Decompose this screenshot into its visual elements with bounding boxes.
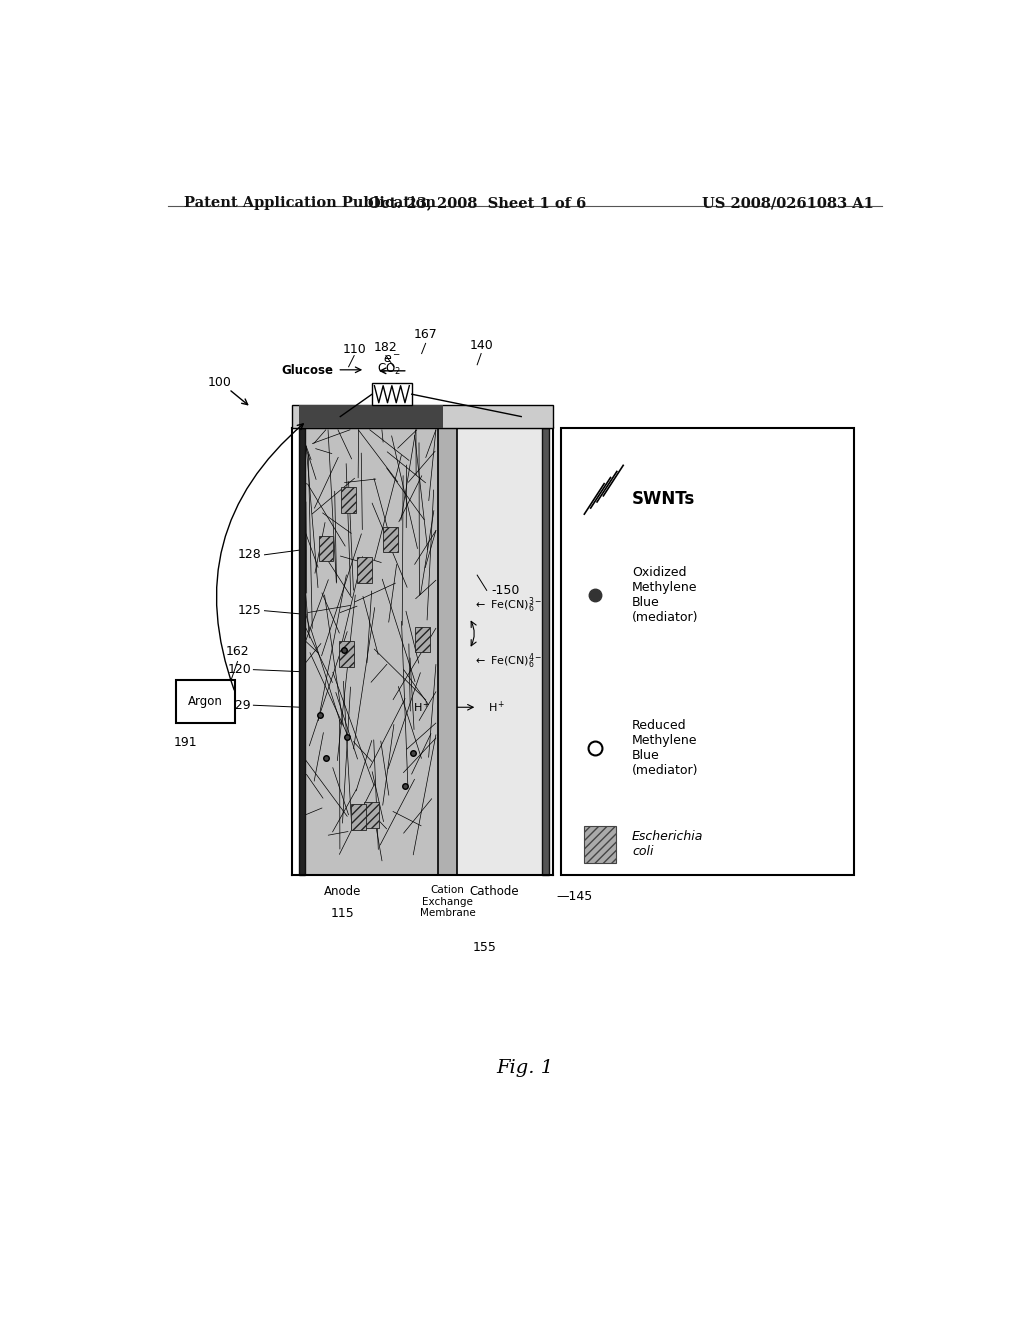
- Bar: [458, 428, 549, 875]
- Bar: [437, 428, 458, 875]
- Text: $\leftarrow$ Fe(CN)$_6^{3-}$: $\leftarrow$ Fe(CN)$_6^{3-}$: [473, 595, 543, 615]
- Bar: [299, 428, 437, 875]
- Text: 128: 128: [238, 548, 261, 561]
- Bar: [585, 826, 616, 863]
- Bar: [372, 383, 412, 405]
- Text: Reduced
Methylene
Blue
(mediator): Reduced Methylene Blue (mediator): [632, 719, 698, 777]
- Text: H$^+$: H$^+$: [413, 700, 430, 715]
- Text: 182: 182: [374, 341, 397, 354]
- Text: 129: 129: [227, 698, 251, 711]
- Bar: [292, 405, 553, 428]
- Text: Oxidized
Methylene
Blue
(mediator): Oxidized Methylene Blue (mediator): [632, 566, 698, 624]
- Text: $\leftarrow$ Fe(CN)$_6^{4-}$: $\leftarrow$ Fe(CN)$_6^{4-}$: [473, 652, 543, 672]
- Text: Fig. 1: Fig. 1: [497, 1059, 553, 1077]
- Text: 162: 162: [225, 645, 249, 657]
- Text: $e^-$: $e^-$: [383, 352, 401, 366]
- Bar: [299, 428, 305, 875]
- Text: Glucose: Glucose: [282, 364, 334, 378]
- Text: CO$_2$: CO$_2$: [377, 362, 401, 378]
- Text: Escherichia
coli: Escherichia coli: [632, 830, 703, 858]
- Text: —145: —145: [557, 890, 593, 903]
- Bar: [339, 642, 353, 667]
- Text: Cathode: Cathode: [469, 886, 519, 898]
- Text: Cation
Exchange
Membrane: Cation Exchange Membrane: [420, 886, 475, 919]
- Text: US 2008/0261083 A1: US 2008/0261083 A1: [702, 195, 873, 210]
- Text: 125: 125: [238, 605, 261, 618]
- Bar: [560, 428, 854, 875]
- Text: 191: 191: [174, 735, 198, 748]
- Text: 167: 167: [414, 329, 437, 342]
- Text: Patent Application Publication: Patent Application Publication: [183, 195, 435, 210]
- Text: Anode: Anode: [324, 886, 360, 898]
- Bar: [357, 557, 372, 582]
- Bar: [318, 536, 333, 561]
- Bar: [176, 680, 236, 722]
- Bar: [383, 527, 397, 552]
- Text: 140: 140: [469, 338, 493, 351]
- Text: 100: 100: [207, 375, 231, 388]
- Text: Argon: Argon: [188, 694, 223, 708]
- Bar: [365, 803, 379, 828]
- Text: 110: 110: [342, 343, 366, 355]
- Bar: [416, 627, 430, 652]
- Bar: [543, 428, 549, 875]
- Text: 115: 115: [331, 907, 354, 920]
- Text: 155: 155: [473, 941, 497, 954]
- Bar: [341, 487, 355, 512]
- Bar: [351, 804, 366, 830]
- Text: -150: -150: [492, 583, 520, 597]
- Text: Oct. 23, 2008  Sheet 1 of 6: Oct. 23, 2008 Sheet 1 of 6: [368, 195, 587, 210]
- Text: H$^+$: H$^+$: [487, 700, 505, 715]
- Text: SWNTs: SWNTs: [632, 490, 695, 508]
- Bar: [299, 405, 443, 428]
- Text: 120: 120: [227, 663, 251, 676]
